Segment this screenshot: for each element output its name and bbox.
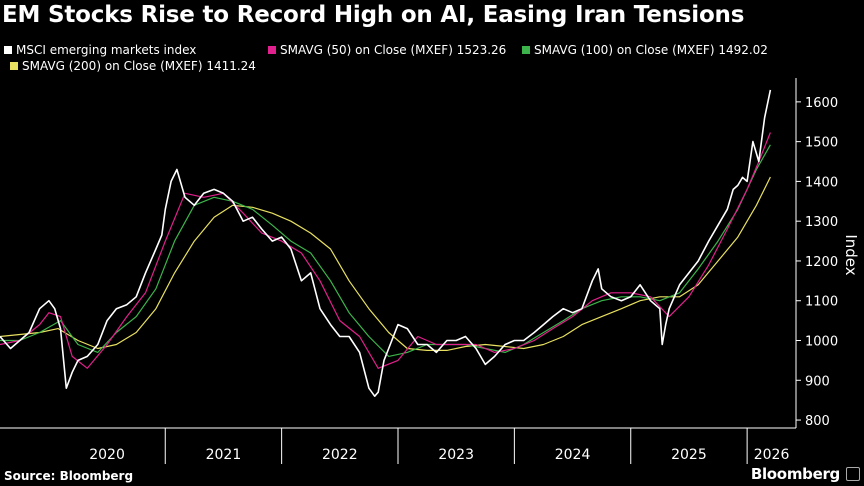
legend-label-sma50: SMAVG (50) on Close (MXEF) 1523.26 (280, 43, 507, 57)
legend-label-index: MSCI emerging markets index (16, 43, 197, 57)
y-tick-label-1500: 1500 (805, 136, 838, 151)
x-tick-label-2024: 2024 (555, 447, 591, 463)
chart-title: EM Stocks Rise to Record High on AI, Eas… (2, 2, 745, 28)
legend-item-sma100: SMAVG (100) on Close (MXEF) 1492.02 (522, 42, 768, 58)
y-tick-label-1100: 1100 (805, 295, 838, 310)
y-axis: 800 900 1000 1100 1200 1300 1400 1500 1600 (796, 96, 838, 429)
legend-swatch-sma200 (10, 62, 18, 70)
series-line-sma200 (0, 176, 771, 351)
x-tick-label-2020: 2020 (89, 447, 125, 463)
series-line-index (0, 89, 772, 398)
series-line-sma100 (0, 144, 771, 357)
legend-item-sma200: SMAVG (200) on Close (MXEF) 1411.24 (10, 58, 256, 74)
bloomberg-icon (846, 467, 860, 481)
legend-swatch-sma100 (522, 46, 530, 54)
series-line-sma50 (0, 132, 771, 369)
legend-swatch-sma50 (268, 46, 276, 54)
y-tick-label-1300: 1300 (805, 215, 838, 230)
brand-logo: Bloomberg (750, 465, 840, 483)
x-tick-label-2023: 2023 (438, 447, 474, 463)
series-layer (0, 89, 772, 398)
y-axis-label: Index (842, 234, 860, 275)
legend-item-sma50: SMAVG (50) on Close (MXEF) 1523.26 (268, 42, 506, 58)
x-tick-label-2022: 2022 (322, 447, 358, 463)
y-tick-label-1600: 1600 (805, 96, 838, 111)
y-tick-label-900: 900 (805, 374, 830, 389)
legend-label-sma200: SMAVG (200) on Close (MXEF) 1411.24 (22, 59, 256, 73)
x-tick-label-2026: 2026 (754, 447, 790, 463)
x-tick-label-2025: 2025 (671, 447, 707, 463)
y-tick-label-800: 800 (805, 414, 830, 429)
x-tick-label-2021: 2021 (206, 447, 242, 463)
y-tick-label-1000: 1000 (805, 335, 838, 350)
x-axis: 2020 2021 2022 2023 2024 2025 2026 (89, 428, 789, 464)
legend-label-sma100: SMAVG (100) on Close (MXEF) 1492.02 (534, 43, 768, 57)
y-tick-label-1400: 1400 (805, 175, 838, 190)
source-note: Source: Bloomberg (4, 469, 134, 483)
legend-swatch-index (4, 46, 12, 54)
y-tick-label-1200: 1200 (805, 255, 838, 270)
legend-item-index: MSCI emerging markets index (4, 42, 196, 58)
